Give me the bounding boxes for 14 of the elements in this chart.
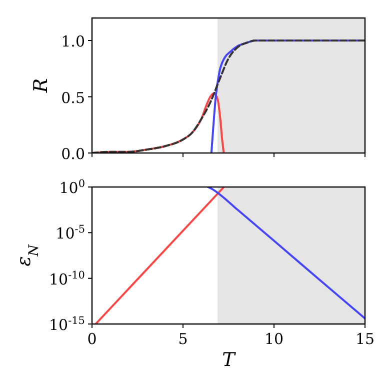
y-tick-label: 0.5	[61, 88, 85, 107]
x-tick-label: 5	[178, 330, 188, 348]
y-tick-label: 0.0	[61, 145, 85, 163]
y-tick-label: 10$^{-15}$	[48, 315, 85, 334]
y-tick-label: 1.0	[61, 32, 85, 50]
y-tick-label: 10$^{-10}$	[48, 269, 85, 288]
y-tick-label: 10$^{-5}$	[56, 224, 85, 243]
y-tick-label: 10$^{0}$	[59, 178, 85, 197]
x-tick-label: 10	[264, 330, 284, 348]
x-tick-label: 0	[87, 330, 97, 348]
line-series	[92, 40, 365, 153]
x-axis-title: T	[222, 349, 236, 371]
x-tick-label: 15	[355, 330, 375, 348]
y-axis-title: R	[30, 78, 52, 94]
